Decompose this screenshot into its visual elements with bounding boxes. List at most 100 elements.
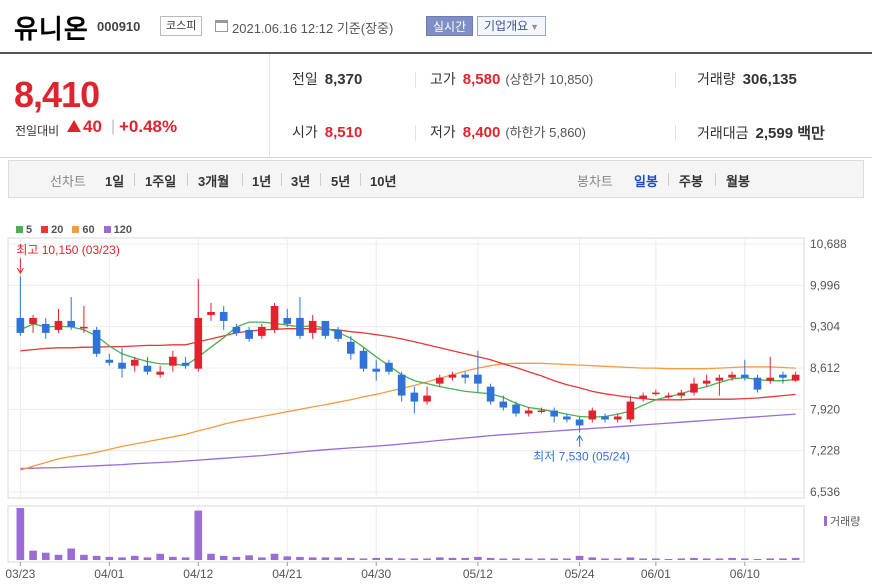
volume-bar bbox=[702, 558, 711, 560]
candle-body bbox=[169, 356, 177, 366]
candle bbox=[690, 377, 698, 396]
legend-ma20-label: 20 bbox=[51, 224, 64, 236]
volume-bar bbox=[550, 558, 558, 560]
volume-bar bbox=[283, 556, 292, 560]
volume-bar bbox=[67, 548, 76, 560]
candle bbox=[372, 359, 381, 381]
company-info-label: 기업개요 bbox=[484, 19, 529, 33]
candle-body bbox=[474, 374, 482, 384]
volume-bar bbox=[626, 557, 635, 560]
volume-bar bbox=[92, 555, 101, 560]
amount-value: 2,599 백만 bbox=[755, 125, 825, 142]
upper-limit: (상한가 10,850) bbox=[505, 72, 594, 87]
period-monthly[interactable]: 월봉 bbox=[726, 174, 750, 189]
company-info-dropdown[interactable]: 기업개요 ▼ bbox=[477, 16, 547, 36]
x-tick-label: 04/21 bbox=[272, 567, 302, 581]
candle bbox=[397, 371, 406, 402]
candle-body bbox=[652, 392, 660, 395]
y-tick-label: 10,688 bbox=[810, 237, 847, 251]
candle bbox=[448, 371, 457, 381]
candle bbox=[423, 386, 431, 405]
candle bbox=[639, 392, 647, 402]
volume-bar bbox=[664, 558, 673, 560]
candle bbox=[308, 314, 317, 339]
volume-bar bbox=[715, 558, 724, 560]
candle bbox=[283, 308, 292, 327]
volume-bar bbox=[308, 557, 317, 560]
y-tick-label: 9,996 bbox=[810, 278, 840, 292]
volume-bar bbox=[753, 558, 762, 560]
high-label: 고가 bbox=[430, 71, 456, 87]
candle bbox=[194, 279, 203, 372]
candle-body bbox=[143, 365, 152, 372]
candle-body bbox=[423, 395, 431, 402]
low-label: 저가 bbox=[430, 124, 456, 140]
legend-swatch bbox=[72, 226, 80, 233]
volume-bar bbox=[766, 558, 775, 560]
high-annotation: 최고 10,150 (03/23) bbox=[16, 243, 119, 257]
period-daily[interactable]: 일봉 bbox=[634, 174, 658, 189]
volume-bar bbox=[16, 508, 25, 560]
volume-bar bbox=[613, 558, 622, 560]
x-tick-label: 04/30 bbox=[361, 567, 391, 581]
legend-ma60: 60 bbox=[72, 224, 95, 236]
candle-body bbox=[334, 329, 342, 339]
candle-body bbox=[410, 392, 419, 402]
line-chart-label[interactable]: 선차트 bbox=[50, 174, 86, 189]
x-tick-label: 04/12 bbox=[183, 567, 213, 581]
period-10y[interactable]: 10년 bbox=[370, 174, 397, 189]
candle-body bbox=[791, 374, 800, 381]
period-1w[interactable]: 1주일 bbox=[145, 174, 177, 189]
candle bbox=[791, 371, 800, 382]
candle bbox=[346, 335, 355, 360]
period-3m[interactable]: 3개월 bbox=[198, 174, 230, 189]
period-weekly[interactable]: 주봉 bbox=[679, 174, 703, 189]
legend-swatch bbox=[103, 226, 111, 233]
candle bbox=[29, 314, 37, 333]
volume-bar bbox=[29, 550, 37, 560]
candle-body bbox=[67, 320, 76, 327]
volume-bar bbox=[232, 556, 241, 560]
candle-body bbox=[461, 374, 470, 378]
divider bbox=[134, 173, 135, 186]
volume-bar bbox=[245, 555, 253, 560]
candle-body bbox=[245, 329, 253, 339]
period-5y[interactable]: 5년 bbox=[331, 174, 351, 189]
candle bbox=[575, 416, 584, 433]
candle bbox=[67, 297, 76, 330]
y-tick-label: 7,228 bbox=[810, 444, 840, 458]
candle bbox=[219, 306, 228, 330]
candle bbox=[321, 320, 330, 339]
candle-body bbox=[766, 377, 775, 381]
candle-body bbox=[512, 404, 520, 414]
candle-body bbox=[664, 395, 673, 398]
ma120-line bbox=[20, 413, 796, 470]
candle bbox=[435, 374, 444, 387]
candle-body bbox=[397, 374, 406, 396]
period-1d[interactable]: 1일 bbox=[105, 174, 125, 189]
candle bbox=[296, 297, 304, 339]
volume-bar bbox=[652, 558, 660, 560]
candle-body bbox=[359, 350, 368, 369]
volume-bar bbox=[486, 557, 495, 560]
candle-chart-label[interactable]: 봉차트 bbox=[577, 174, 613, 189]
candle bbox=[359, 347, 368, 372]
divider bbox=[715, 173, 716, 186]
candle-body bbox=[156, 371, 164, 375]
divider bbox=[675, 72, 676, 88]
candle bbox=[54, 308, 63, 333]
y-tick-label: 6,536 bbox=[810, 485, 840, 499]
candle-body bbox=[296, 317, 304, 336]
candle-body bbox=[677, 392, 686, 396]
period-3y[interactable]: 3년 bbox=[291, 174, 311, 189]
calendar-icon bbox=[215, 20, 228, 32]
volume-bar bbox=[601, 558, 609, 560]
volume-bar bbox=[105, 556, 114, 560]
divider bbox=[668, 173, 669, 186]
period-1y[interactable]: 1년 bbox=[252, 174, 272, 189]
change-percent: +0.48% bbox=[119, 117, 178, 136]
realtime-button[interactable]: 실시간 bbox=[426, 16, 474, 36]
volume-bar bbox=[385, 557, 393, 560]
volume-bar bbox=[219, 555, 228, 560]
